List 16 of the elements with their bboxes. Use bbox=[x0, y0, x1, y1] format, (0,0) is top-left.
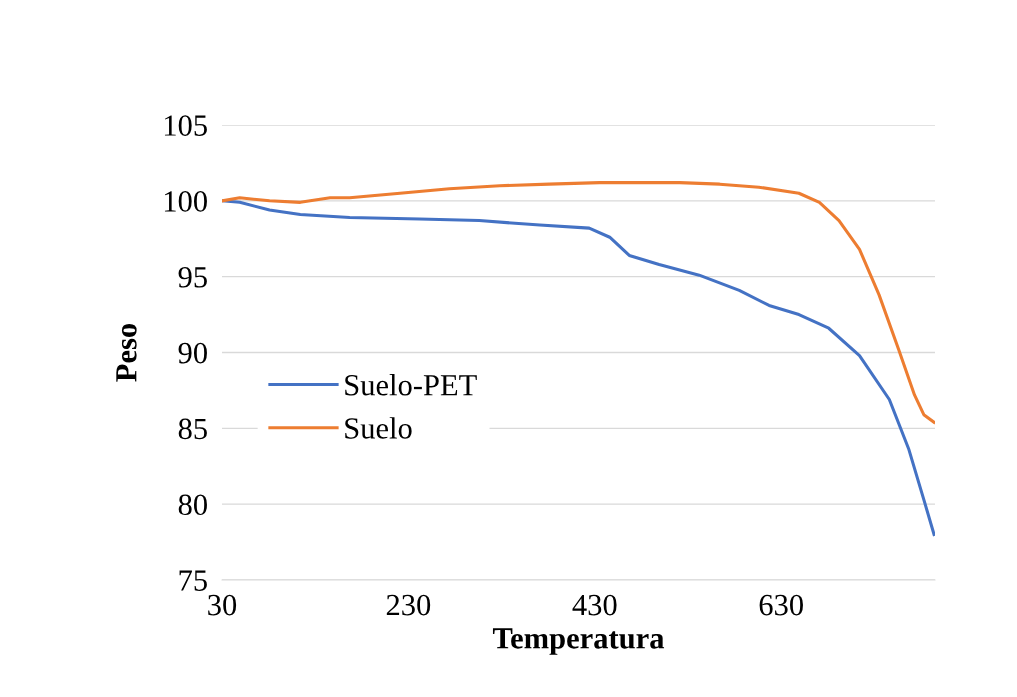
y-tick-label: 100 bbox=[164, 191, 207, 212]
y-tick-label: 105 bbox=[164, 115, 207, 136]
x-axis-title: Temperatura bbox=[492, 628, 665, 655]
y-tick-label: 95 bbox=[178, 267, 207, 288]
legend-label: Suelo-PET bbox=[345, 374, 477, 396]
y-tick-label: 80 bbox=[178, 494, 207, 516]
x-tick-label: 630 bbox=[759, 594, 803, 616]
line-series bbox=[222, 199, 935, 537]
y-tick-label: 90 bbox=[178, 342, 207, 364]
y-tick-label: 75 bbox=[179, 570, 207, 591]
y-axis-title: Peso bbox=[116, 323, 137, 382]
legend-label: Suelo bbox=[345, 417, 412, 439]
x-tick-label: 30 bbox=[208, 594, 237, 616]
x-tick-label: 230 bbox=[386, 594, 431, 616]
x-tick-label: 430 bbox=[572, 594, 617, 616]
y-tick-label: 85 bbox=[178, 418, 207, 440]
